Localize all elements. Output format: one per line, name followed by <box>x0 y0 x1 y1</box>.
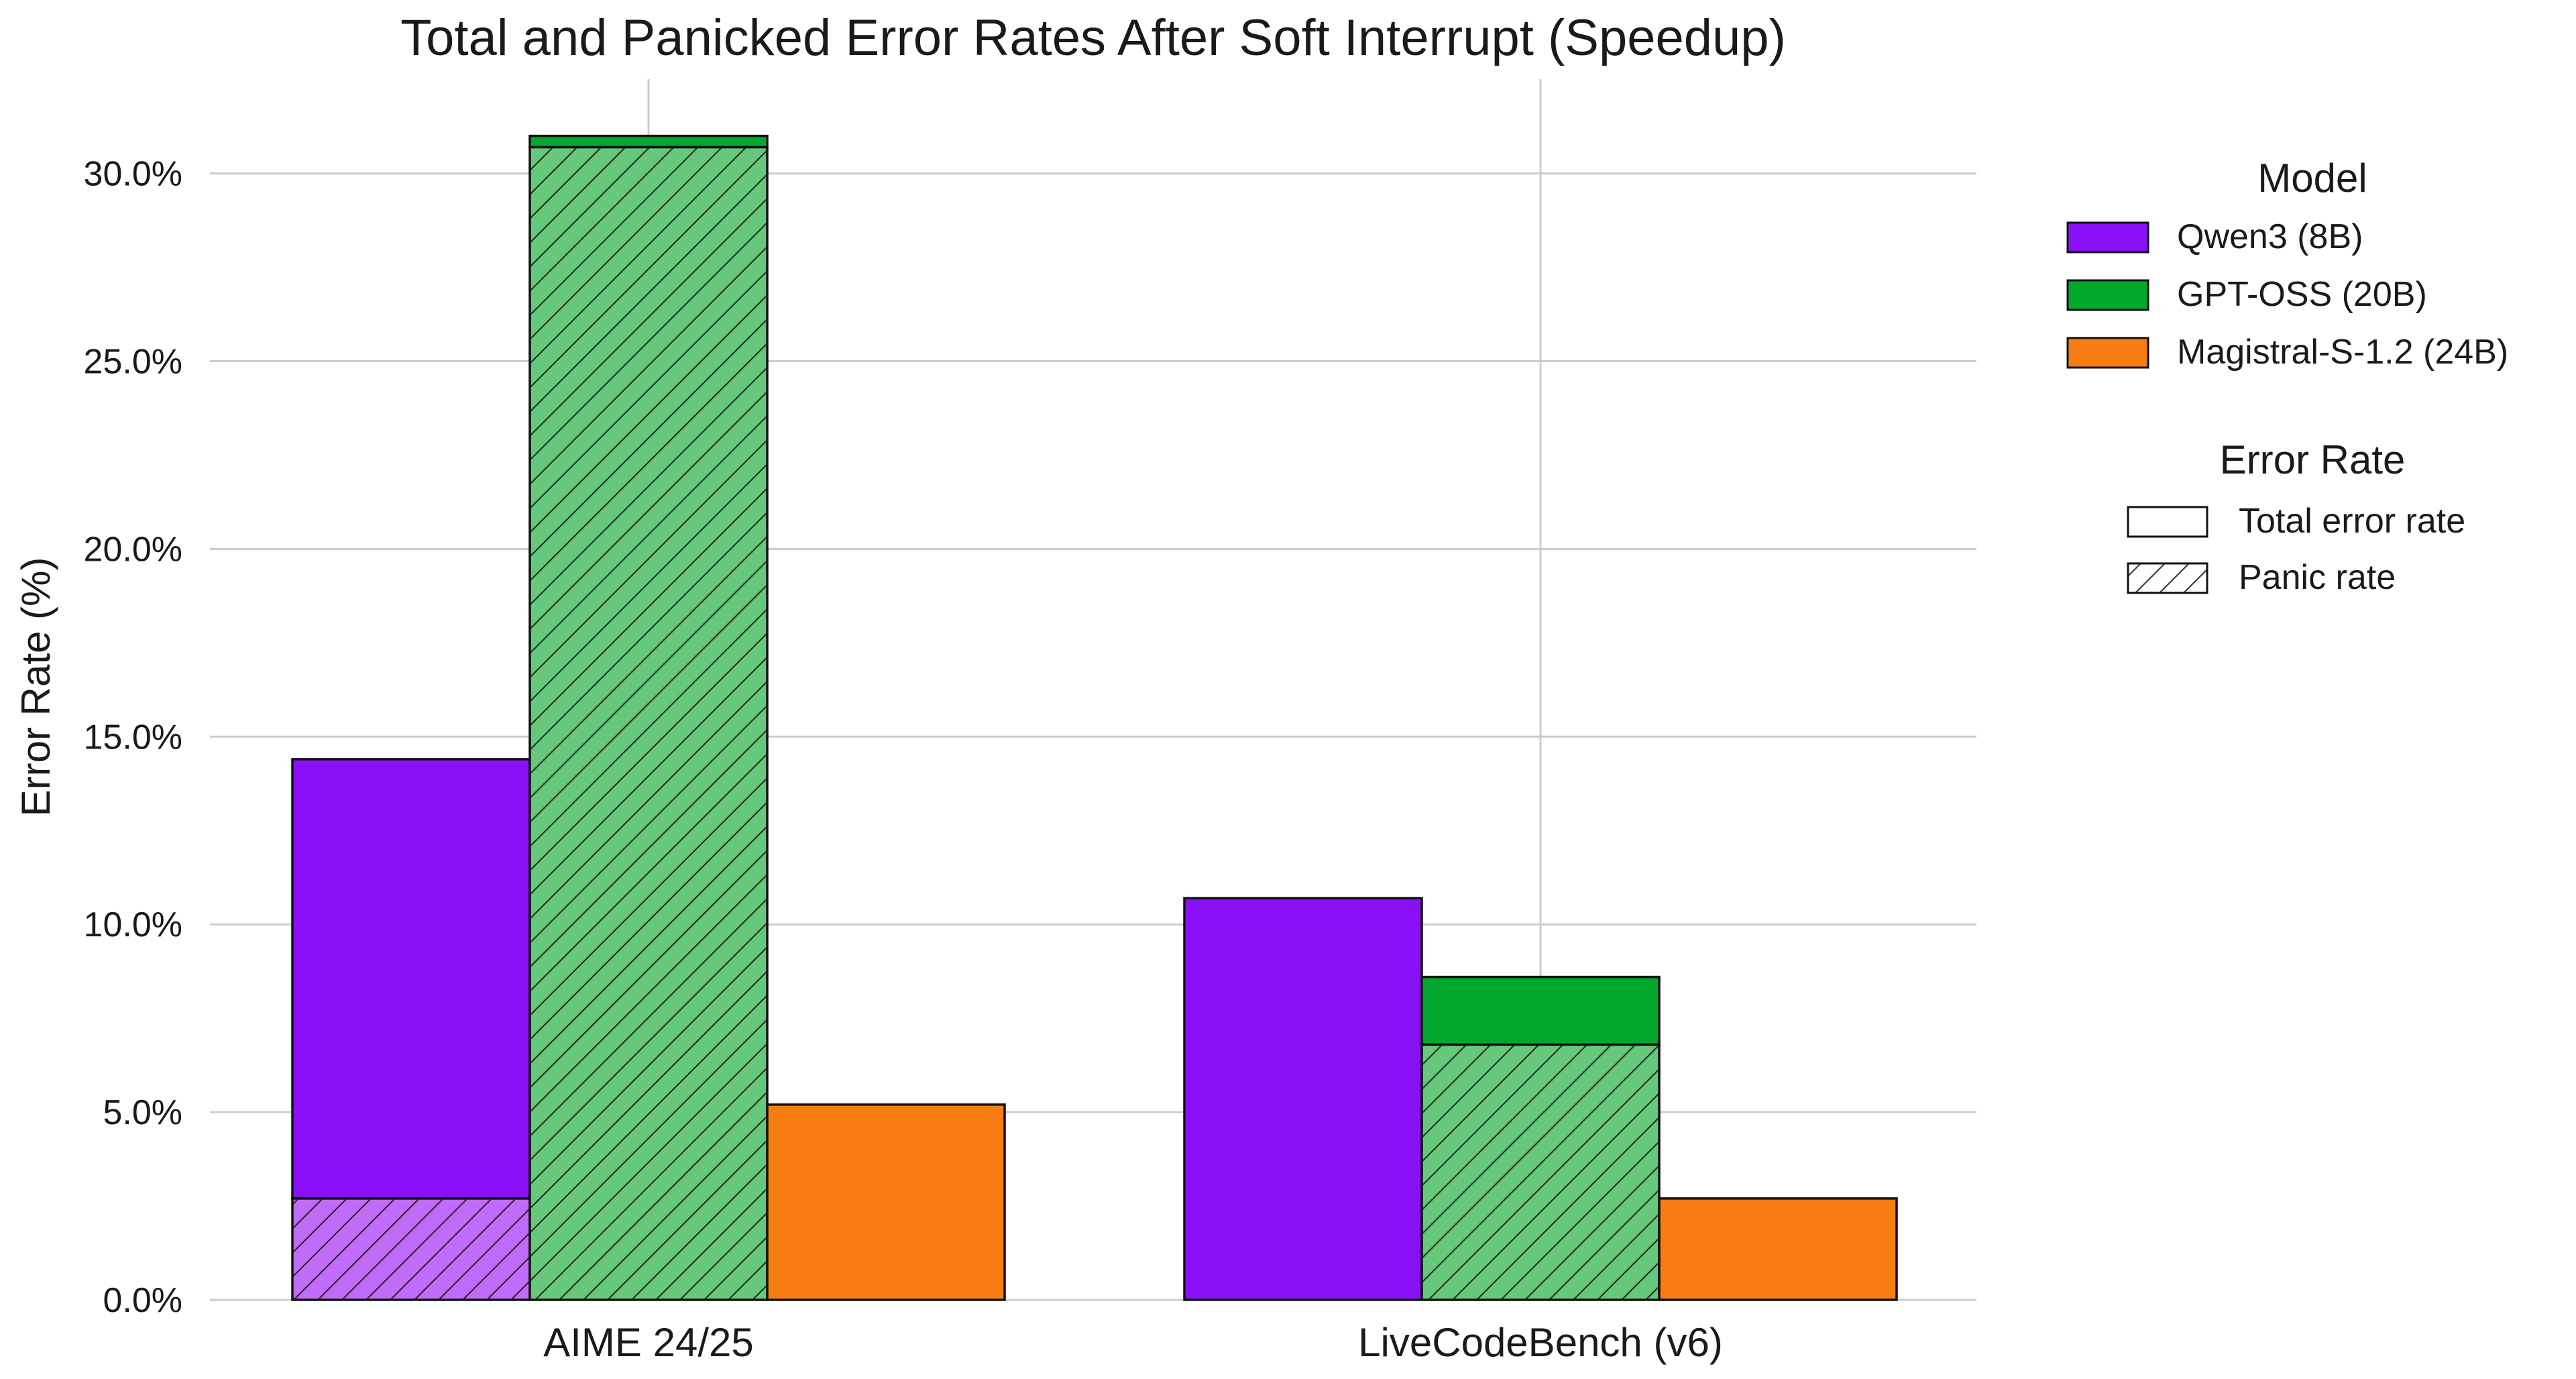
bar-total <box>1183 897 1423 1301</box>
y-tick-label: 0.0% <box>103 1281 182 1320</box>
bar-total <box>1420 975 1661 1046</box>
y-tick-label: 20.0% <box>84 530 182 569</box>
legend-swatch <box>2066 279 2149 311</box>
bar-total <box>528 134 769 149</box>
bar-total <box>291 758 531 1200</box>
legend-rate-title: Error Rate <box>2220 437 2406 482</box>
legend-label: GPT-OSS (20B) <box>2177 275 2427 314</box>
chart-title: Total and Panicked Error Rates After Sof… <box>400 9 1786 66</box>
legend-models: Qwen3 (8B) GPT-OSS (20B) Magistral-S-1.2 (… <box>2066 217 2508 372</box>
legend-label: Qwen3 (8B) <box>2177 217 2363 256</box>
legend-swatch-hatch <box>2127 562 2208 594</box>
y-tick-label: 15.0% <box>84 718 182 757</box>
legend-swatch <box>2066 221 2149 254</box>
x-tick-label: LiveCodeBench (v6) <box>1358 1320 1723 1365</box>
y-tick-label: 25.0% <box>84 343 182 382</box>
bars <box>291 134 1898 1301</box>
bar-panic-hatch <box>528 146 769 1301</box>
bar-total <box>766 1103 1006 1301</box>
y-tick-label: 30.0% <box>84 155 182 194</box>
legend-swatch <box>2066 337 2149 369</box>
y-axis-label: Error Rate (%) <box>13 557 58 817</box>
y-tick-label: 5.0% <box>103 1093 182 1132</box>
y-ticks: 0.0% 5.0% 10.0% 15.0% 20.0% 25.0% 30.0% <box>84 155 182 1320</box>
x-ticks: AIME 24/25 LiveCodeBench (v6) <box>543 1320 1723 1365</box>
legend-label: Panic rate <box>2239 558 2396 597</box>
legend-label: Magistral-S-1.2 (24B) <box>2177 333 2508 372</box>
bar-panic-hatch <box>291 1197 531 1301</box>
y-tick-label: 10.0% <box>84 905 182 944</box>
legend-swatch <box>2127 506 2208 538</box>
legend: Model Qwen3 (8B) GPT-OSS (20B) Magistral-S… <box>2066 156 2508 597</box>
x-tick-label: AIME 24/25 <box>543 1320 754 1365</box>
bar-panic-hatch <box>1420 1043 1661 1301</box>
legend-rates: Total error rate Panic rate <box>2127 502 2465 597</box>
legend-model-title: Model <box>2257 156 2367 201</box>
legend-label: Total error rate <box>2239 502 2465 541</box>
bar-total <box>1658 1197 1898 1301</box>
